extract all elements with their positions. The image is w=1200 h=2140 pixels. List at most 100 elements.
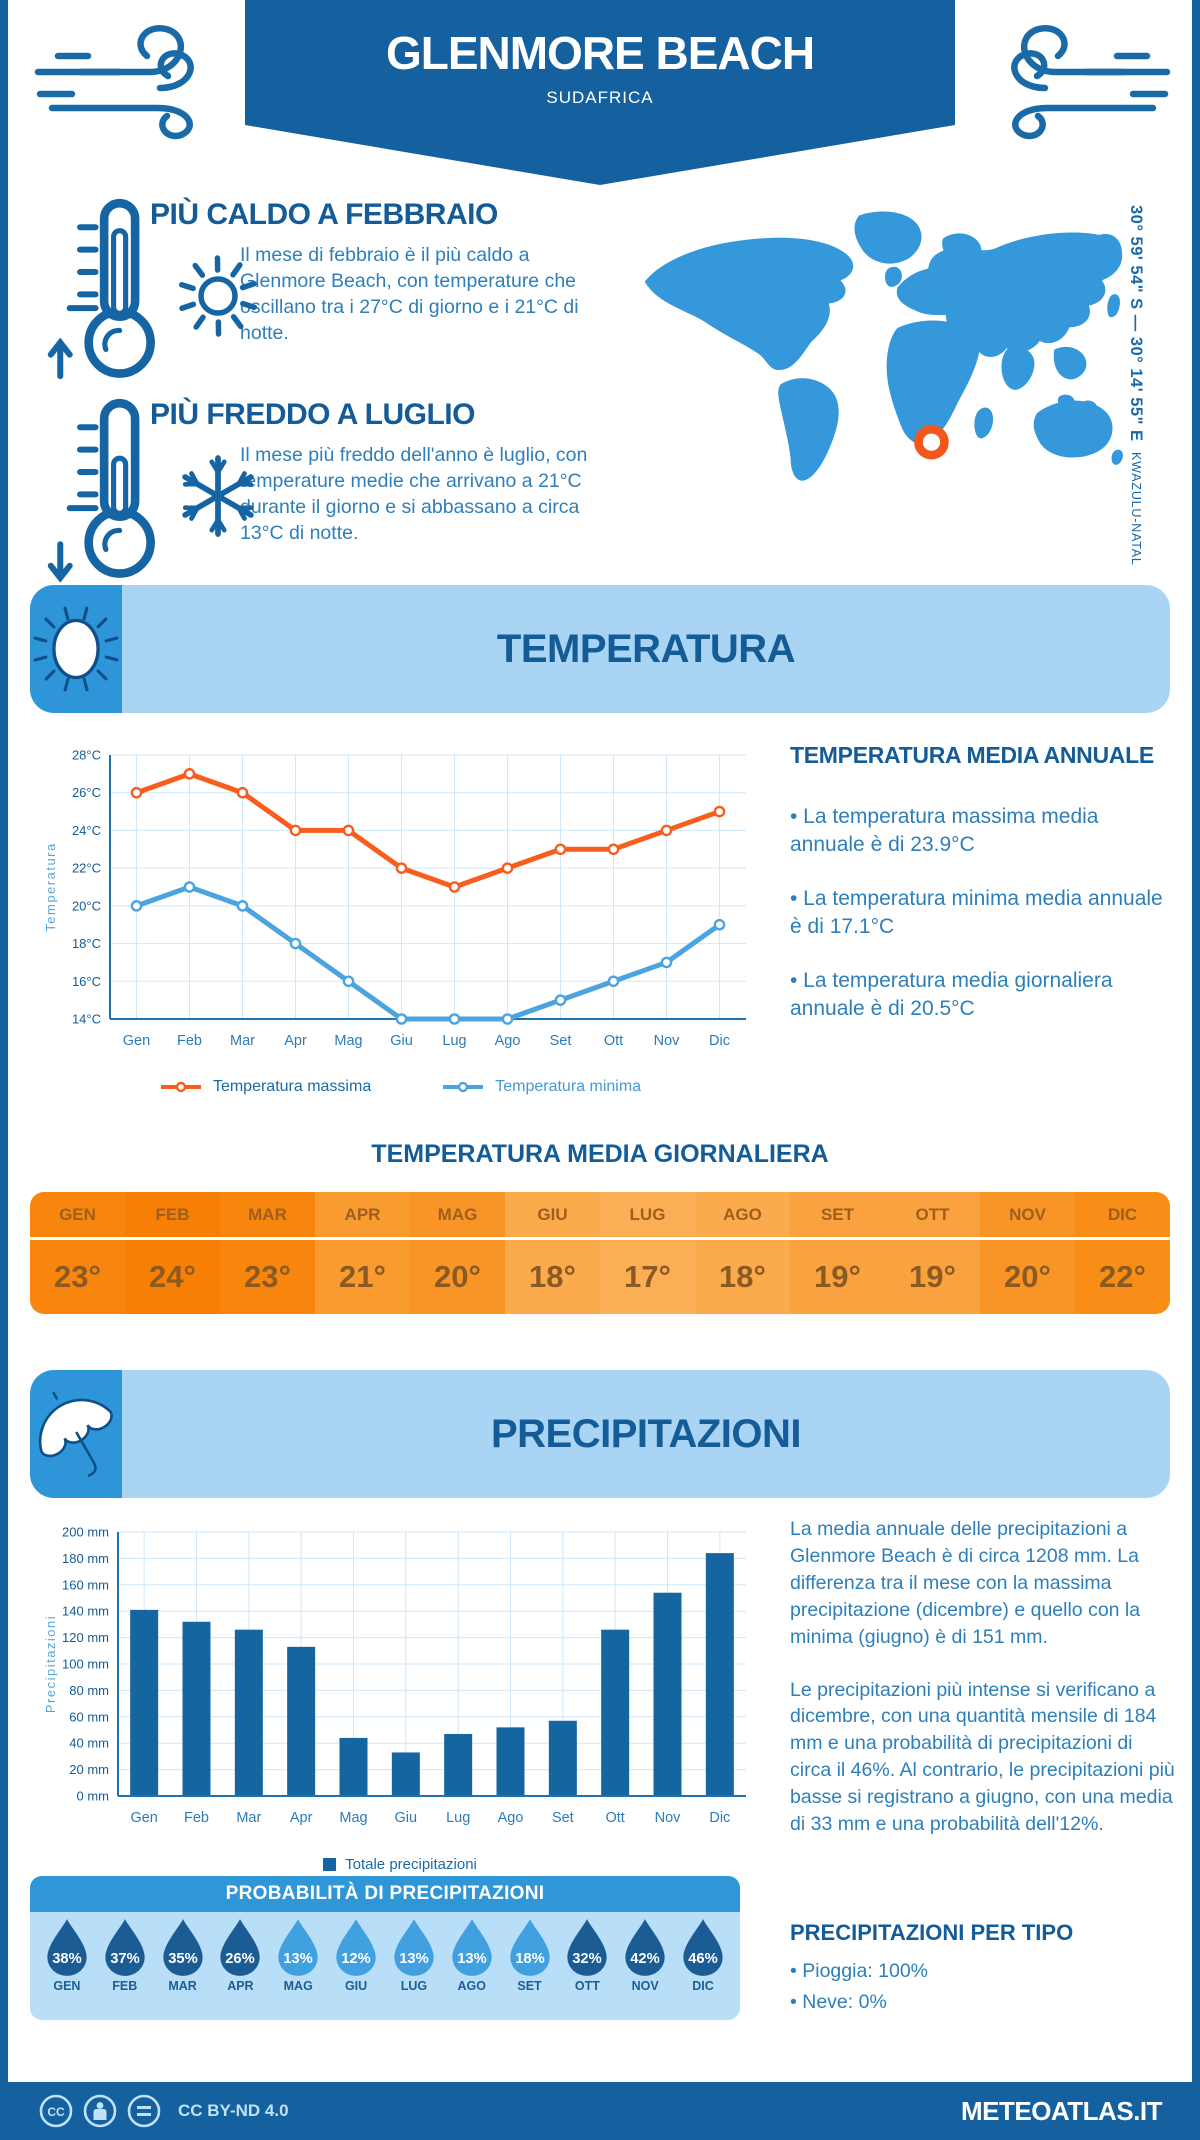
bar [182, 1621, 211, 1796]
precip-probability-title: PROBABILITÀ DI PRECIPITAZIONI [30, 1876, 740, 1912]
raindrop-icon: 42% [625, 1919, 665, 1976]
region-label: KWAZULU-NATAL [1129, 451, 1143, 566]
legend-max-swatch [160, 1081, 201, 1093]
raindrop-month: APR [227, 1979, 254, 1993]
data-point [342, 975, 355, 988]
svg-text:Ago: Ago [498, 1810, 524, 1826]
daily-temp-cell: FEB 24° [125, 1192, 220, 1314]
data-point [448, 1013, 461, 1025]
svg-text:Temperatura: Temperatura [43, 842, 58, 931]
svg-text:14°C: 14°C [72, 1012, 101, 1027]
daily-temp-month: DIC [1075, 1192, 1170, 1240]
thermometer-down-icon [47, 398, 155, 583]
data-point [448, 881, 461, 893]
svg-text:Lug: Lug [446, 1810, 470, 1826]
daily-temp-value: 18° [719, 1259, 766, 1294]
bar [391, 1752, 420, 1796]
daily-temp-value: 18° [529, 1259, 576, 1294]
svg-text:24°C: 24°C [72, 823, 101, 838]
bar [601, 1629, 630, 1796]
daily-temp-month: OTT [885, 1192, 980, 1240]
daily-temp-cell: APR 21° [315, 1192, 410, 1314]
sun-banner-icon [33, 606, 119, 692]
line-series [134, 884, 722, 1022]
daily-temp-value: 19° [909, 1259, 956, 1294]
svg-text:32%: 32% [573, 1951, 603, 1967]
sun-banner-iconbox [30, 585, 122, 713]
raindrop-month: DIC [692, 1979, 714, 1993]
svg-text:Nov: Nov [655, 1810, 682, 1826]
svg-text:37%: 37% [110, 1951, 140, 1967]
svg-text:13%: 13% [283, 1951, 313, 1967]
coldest-month-block: PIÙ FREDDO A LUGLIO Il mese più freddo d… [22, 398, 622, 583]
svg-text:46%: 46% [688, 1951, 718, 1967]
svg-text:Ago: Ago [495, 1033, 521, 1049]
svg-text:26°C: 26°C [72, 785, 101, 800]
data-point [607, 975, 620, 988]
svg-text:Precipitazioni: Precipitazioni [43, 1615, 58, 1713]
daily-temp-month: AGO [695, 1192, 790, 1240]
cold-text: Il mese più freddo dell'anno è luglio, c… [240, 444, 588, 545]
bar [287, 1646, 316, 1796]
line-series [134, 771, 722, 890]
data-point [395, 862, 408, 874]
svg-text:140 mm: 140 mm [62, 1604, 109, 1619]
data-point [236, 786, 249, 799]
precip-probability-item: 13% MAG [269, 1918, 327, 1993]
precip-probability-box: PROBABILITÀ DI PRECIPITAZIONI 38% GEN 37% F… [30, 1876, 740, 2020]
svg-text:Mar: Mar [236, 1810, 261, 1826]
daily-temp-cell: LUG 17° [600, 1192, 695, 1314]
data-point [236, 900, 249, 912]
daily-mean-title: TEMPERATURA MEDIA GIORNALIERA [371, 1140, 829, 1168]
coordinates: 30° 59' 54" S — 30° 14' 55" E [1127, 205, 1145, 442]
svg-text:80 mm: 80 mm [69, 1683, 109, 1698]
umbrella-icon [38, 1391, 113, 1477]
daily-temp-cell: AGO 18° [695, 1192, 790, 1314]
coordinates-block: 30° 59' 54" S — 30° 14' 55" E KWAZULU-NA… [1126, 205, 1145, 675]
daily-mean-table: GEN 23° FEB 24° MAR 23° APR 21° MAG 20° GIU 18° LUG 1… [30, 1192, 1170, 1314]
data-point [713, 918, 726, 931]
svg-text:Nov: Nov [654, 1033, 681, 1049]
legend-total-swatch [323, 1858, 337, 1871]
sun-icon [178, 255, 258, 337]
precip-probability-item: 26% APR [211, 1918, 269, 1993]
daily-temp-month: MAG [410, 1192, 505, 1240]
data-point [289, 937, 302, 950]
precip-probability-item: 38% GEN [38, 1918, 96, 1993]
svg-text:40 mm: 40 mm [69, 1736, 109, 1751]
data-point [501, 862, 514, 874]
svg-text:Gen: Gen [130, 1810, 157, 1826]
daily-temp-cell: DIC 22° [1075, 1192, 1170, 1314]
svg-text:200 mm: 200 mm [62, 1525, 109, 1540]
daily-temp-cell: NOV 20° [980, 1192, 1075, 1314]
daily-temp-value: 23° [54, 1259, 101, 1294]
right-border [1192, 0, 1200, 2140]
precip-probability-item: 18% SET [501, 1918, 559, 1993]
daily-temp-value: 21° [339, 1259, 386, 1294]
cold-content: PIÙ FREDDO A LUGLIO Il mese più freddo d… [150, 398, 622, 547]
daily-temp-month: FEB [125, 1192, 220, 1240]
svg-text:160 mm: 160 mm [62, 1577, 109, 1592]
annual-average-title: TEMPERATURA MEDIA ANNUALE [790, 742, 1154, 768]
cc-icon: CC [39, 2094, 73, 2128]
precipitation-chart-legend: Totale precipitazioni [200, 1856, 600, 1873]
temperature-section-banner: TEMPERATURA [30, 585, 1170, 713]
svg-text:26%: 26% [226, 1951, 256, 1967]
raindrop-month: GEN [53, 1979, 81, 1993]
bar [444, 1733, 473, 1796]
daily-temp-value: 20° [434, 1259, 481, 1294]
svg-text:16°C: 16°C [72, 974, 101, 989]
svg-text:Apr: Apr [284, 1033, 307, 1049]
daily-temp-month: SET [790, 1192, 885, 1240]
svg-text:60 mm: 60 mm [69, 1709, 109, 1724]
thermometer-up-icon [47, 198, 155, 380]
raindrop-icon: 18% [509, 1919, 550, 1976]
svg-text:18°C: 18°C [72, 936, 101, 951]
daily-temp-cell: OTT 19° [885, 1192, 980, 1314]
svg-text:180 mm: 180 mm [62, 1551, 109, 1566]
raindrop-icon: 46% [683, 1919, 723, 1976]
legend-total-label: Totale precipitazioni [345, 1856, 477, 1873]
precipitation-paragraph: La media annuale delle precipitazioni a … [790, 1518, 1141, 1648]
svg-text:Giu: Giu [395, 1810, 418, 1826]
